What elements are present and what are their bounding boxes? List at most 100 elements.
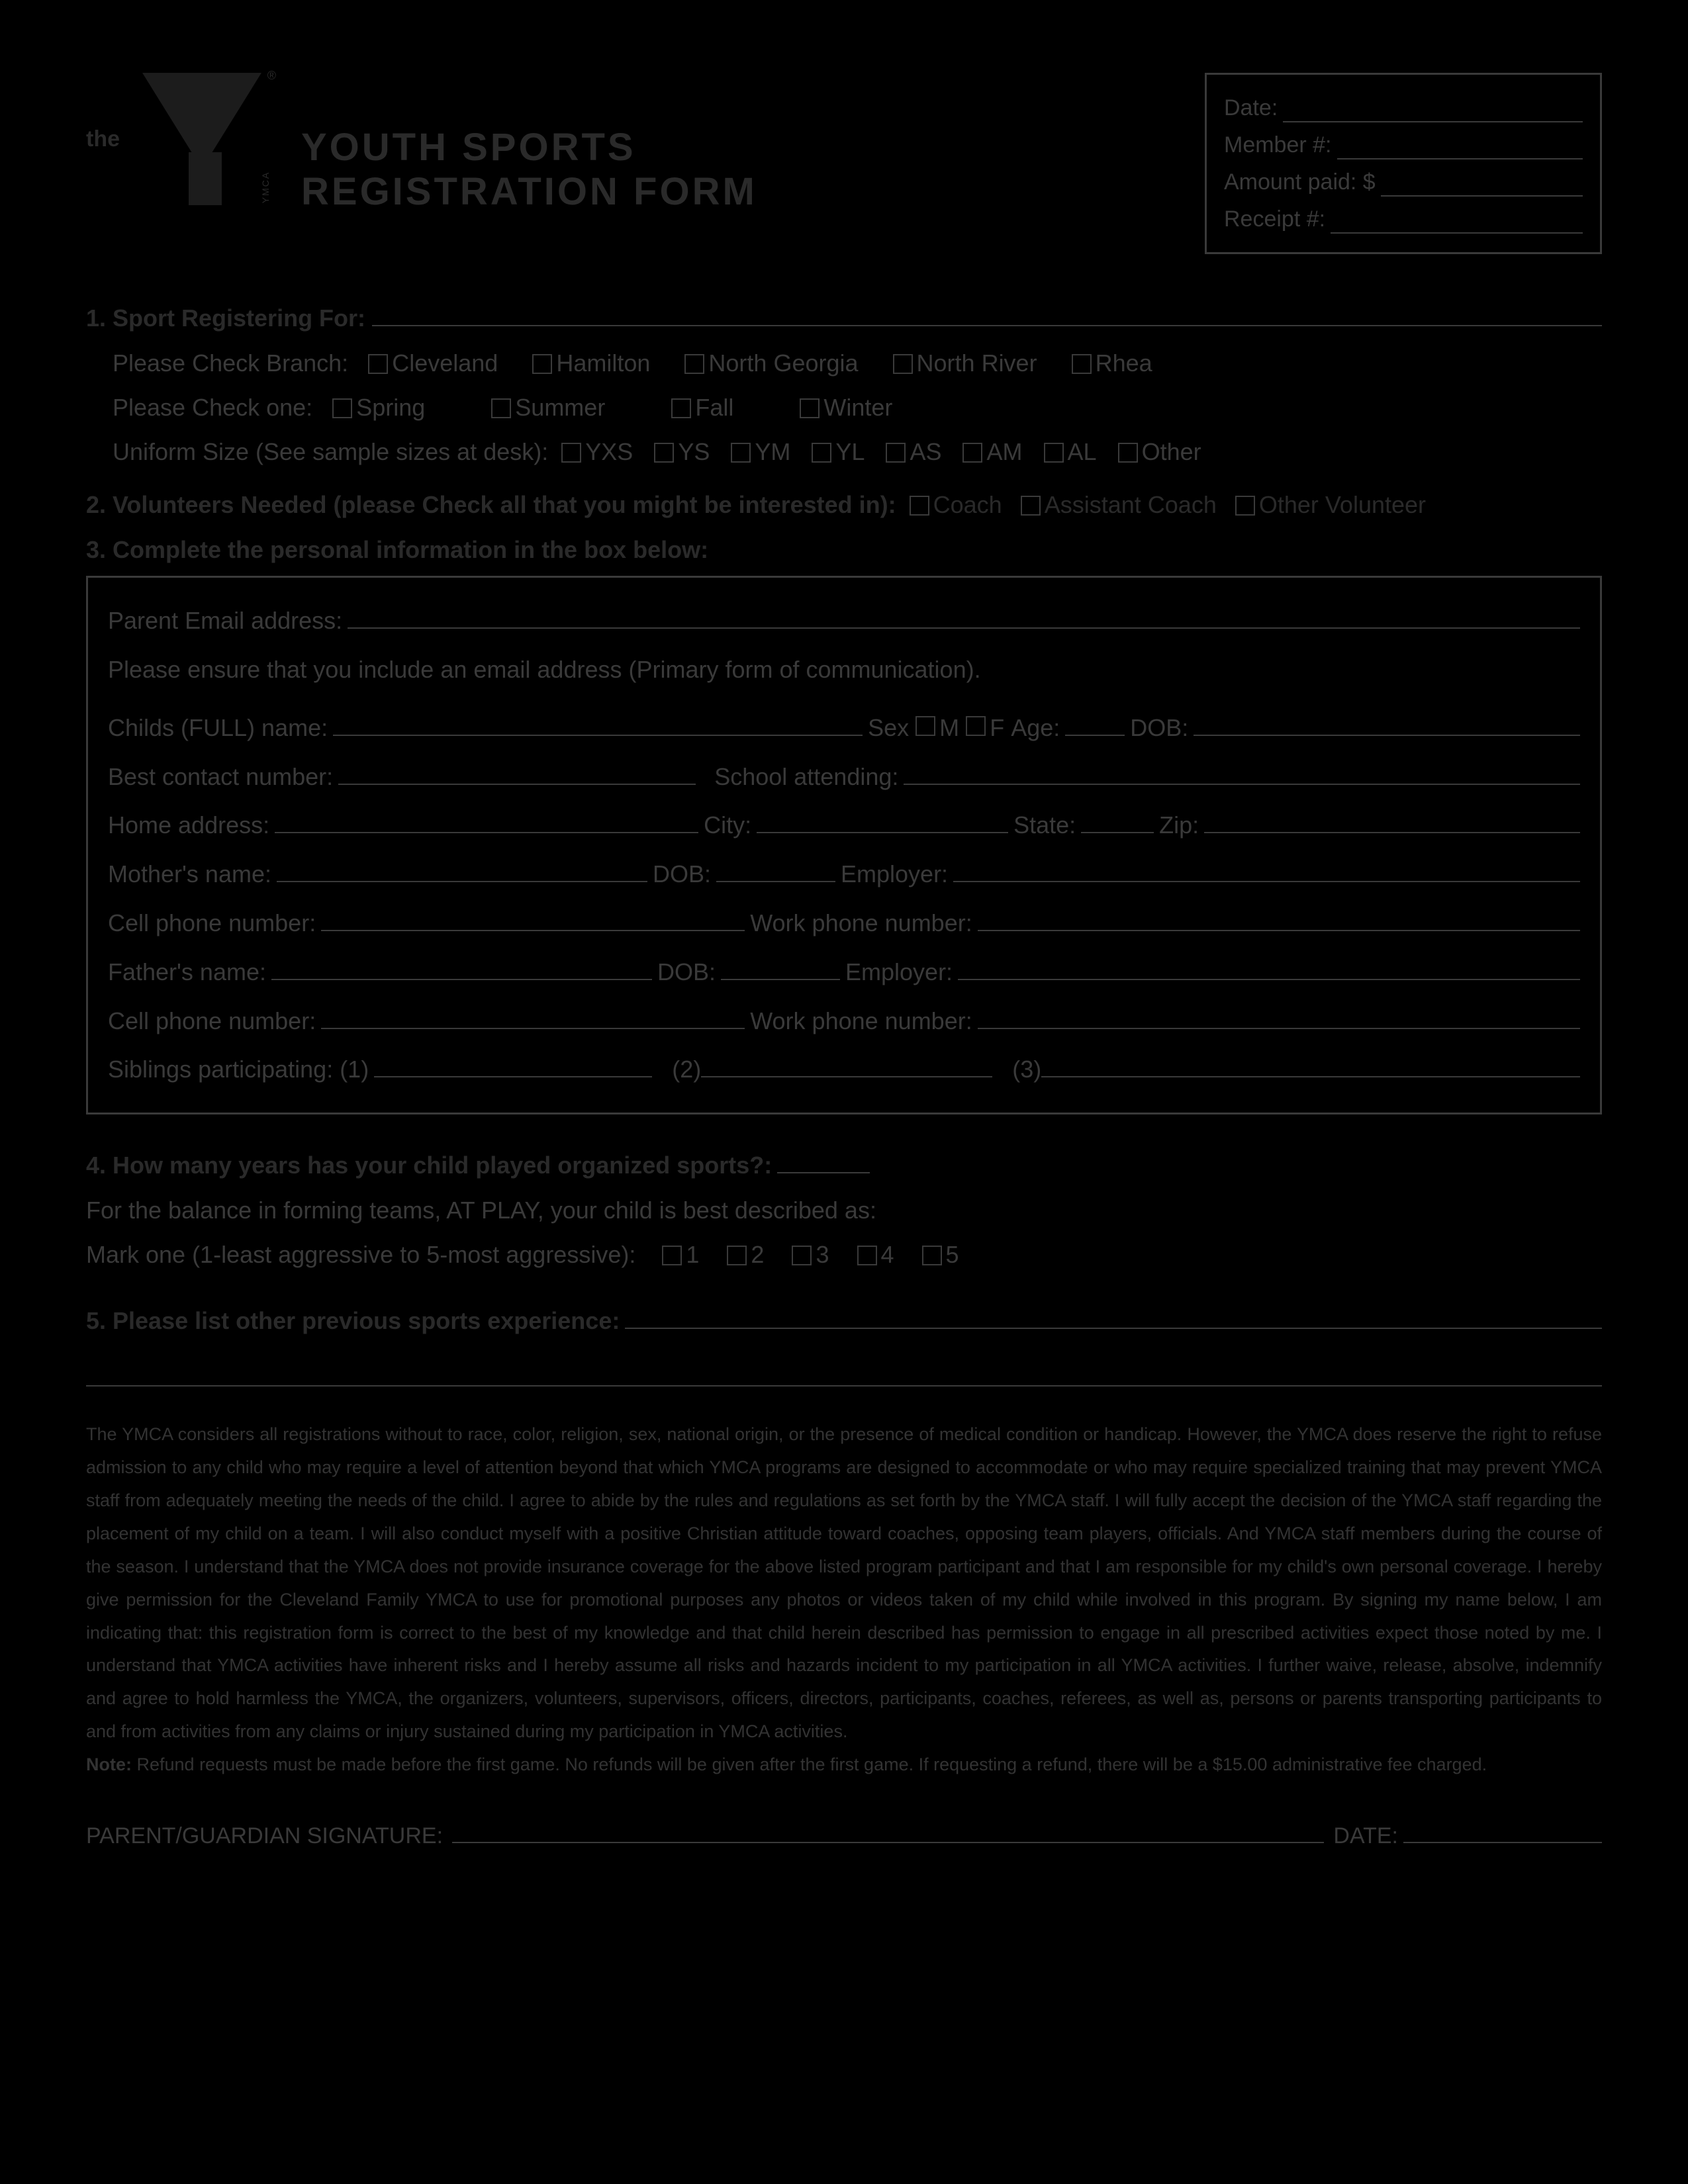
dob-label: DOB: [1130,704,1188,752]
q5-input-2[interactable] [86,1375,1602,1387]
admin-box: Date: Member #: Amount paid: $ Receipt #… [1205,73,1602,254]
sibling-1-input[interactable] [374,1052,652,1078]
branch-label: Please Check Branch: [113,349,348,377]
father-work-label: Work phone number: [750,997,972,1046]
siblings-label: Siblings participating: (1) [108,1045,369,1094]
father-work-input[interactable] [978,1003,1580,1029]
sibling-3-label: (3) [1012,1045,1041,1094]
home-label: Home address: [108,801,269,850]
mother-input[interactable] [277,856,647,883]
school-label: School attending: [714,752,898,801]
home-input[interactable] [275,807,698,834]
dob-input[interactable] [1194,709,1580,736]
size-yl-checkbox[interactable] [812,443,831,463]
aggr-5-checkbox[interactable] [922,1246,942,1265]
size-other-checkbox[interactable] [1118,443,1138,463]
father-input[interactable] [271,954,652,980]
mother-employer-input[interactable] [953,856,1580,883]
size-yxs-checkbox[interactable] [561,443,581,463]
season-label: Please Check one: [113,394,312,421]
season-fall-checkbox[interactable] [671,398,691,418]
sport-input[interactable] [372,315,1602,327]
branch-cleveland-checkbox[interactable] [368,354,388,374]
best-contact-label: Best contact number: [108,752,333,801]
volunteer-other-checkbox[interactable] [1235,496,1255,516]
branch-north-river-checkbox[interactable] [893,354,913,374]
school-input[interactable] [904,758,1580,785]
size-am-checkbox[interactable] [962,443,982,463]
q2-label: 2. Volunteers Needed (please Check all t… [86,491,896,518]
child-name-input[interactable] [333,709,863,736]
email-note: Please ensure that you include an email … [108,645,981,694]
age-input[interactable] [1065,709,1125,736]
sig-date-label: DATE: [1333,1823,1398,1849]
mother-employer-label: Employer: [841,850,948,899]
note-label: Note: [86,1754,132,1774]
zip-label: Zip: [1159,801,1199,850]
admin-amount-label: Amount paid: $ [1224,163,1376,201]
aggr-2-checkbox[interactable] [727,1246,747,1265]
q4-balance: For the balance in forming teams, AT PLA… [86,1189,1602,1233]
sig-date-input[interactable] [1403,1818,1602,1843]
y-logo-icon: ® YMCA [129,73,275,205]
parent-email-input[interactable] [348,603,1580,629]
branch-hamilton-checkbox[interactable] [532,354,552,374]
season-summer-checkbox[interactable] [491,398,511,418]
q5-input-1[interactable] [625,1318,1602,1330]
aggr-3-checkbox[interactable] [792,1246,812,1265]
admin-receipt-label: Receipt #: [1224,201,1325,238]
mother-dob-label: DOB: [653,850,711,899]
volunteer-coach-checkbox[interactable] [910,496,929,516]
branch-north-georgia-checkbox[interactable] [684,354,704,374]
mother-cell-input[interactable] [321,905,745,931]
father-cell-input[interactable] [321,1003,745,1029]
father-employer-input[interactable] [958,954,1580,980]
personal-info-box: Parent Email address: Please ensure that… [86,576,1602,1115]
size-as-checkbox[interactable] [886,443,906,463]
signature-label: PARENT/GUARDIAN SIGNATURE: [86,1823,443,1849]
season-winter-checkbox[interactable] [800,398,820,418]
sex-f-checkbox[interactable] [966,716,986,736]
mother-label: Mother's name: [108,850,271,899]
age-label: Age: [1011,704,1060,752]
header: the ® YMCA YOUTH SPORTS REGISTRATION FOR… [86,73,1602,254]
ymca-logo: the ® YMCA [86,73,275,205]
q3-label: 3. Complete the personal information in … [86,536,1602,564]
admin-date-input[interactable] [1283,89,1583,122]
sex-m-checkbox[interactable] [915,716,935,736]
admin-receipt-input[interactable] [1331,201,1583,234]
uniform-label: Uniform Size (See sample sizes at desk): [113,438,548,465]
father-label: Father's name: [108,948,266,997]
sibling-2-input[interactable] [701,1052,992,1078]
q5-label: 5. Please list other previous sports exp… [86,1307,620,1335]
aggr-1-checkbox[interactable] [662,1246,682,1265]
season-spring-checkbox[interactable] [332,398,352,418]
volunteer-assistant-checkbox[interactable] [1021,496,1041,516]
size-ys-checkbox[interactable] [654,443,674,463]
q4-mark-label: Mark one (1-least aggressive to 5-most a… [86,1241,635,1268]
logo-the: the [86,126,120,152]
form-title: YOUTH SPORTS REGISTRATION FORM [301,73,1178,214]
city-input[interactable] [757,807,1008,834]
size-al-checkbox[interactable] [1044,443,1064,463]
zip-input[interactable] [1204,807,1580,834]
admin-member-input[interactable] [1337,126,1583,159]
q4-label: 4. How many years has your child played … [86,1152,772,1179]
mother-dob-input[interactable] [716,856,835,883]
admin-amount-input[interactable] [1381,163,1583,197]
sibling-3-input[interactable] [1041,1052,1580,1078]
admin-member-label: Member #: [1224,126,1332,163]
years-input[interactable] [777,1162,870,1174]
uniform-row: Uniform Size (See sample sizes at desk):… [113,430,1602,475]
state-label: State: [1013,801,1076,850]
aggr-4-checkbox[interactable] [857,1246,877,1265]
best-contact-input[interactable] [338,758,696,785]
signature-input[interactable] [452,1818,1324,1843]
size-ym-checkbox[interactable] [731,443,751,463]
state-input[interactable] [1081,807,1154,834]
father-dob-input[interactable] [721,954,840,980]
branch-rhea-checkbox[interactable] [1072,354,1092,374]
note-text: Refund requests must be made before the … [132,1754,1487,1774]
title-line-1: YOUTH SPORTS [301,126,1178,170]
mother-work-input[interactable] [978,905,1580,931]
